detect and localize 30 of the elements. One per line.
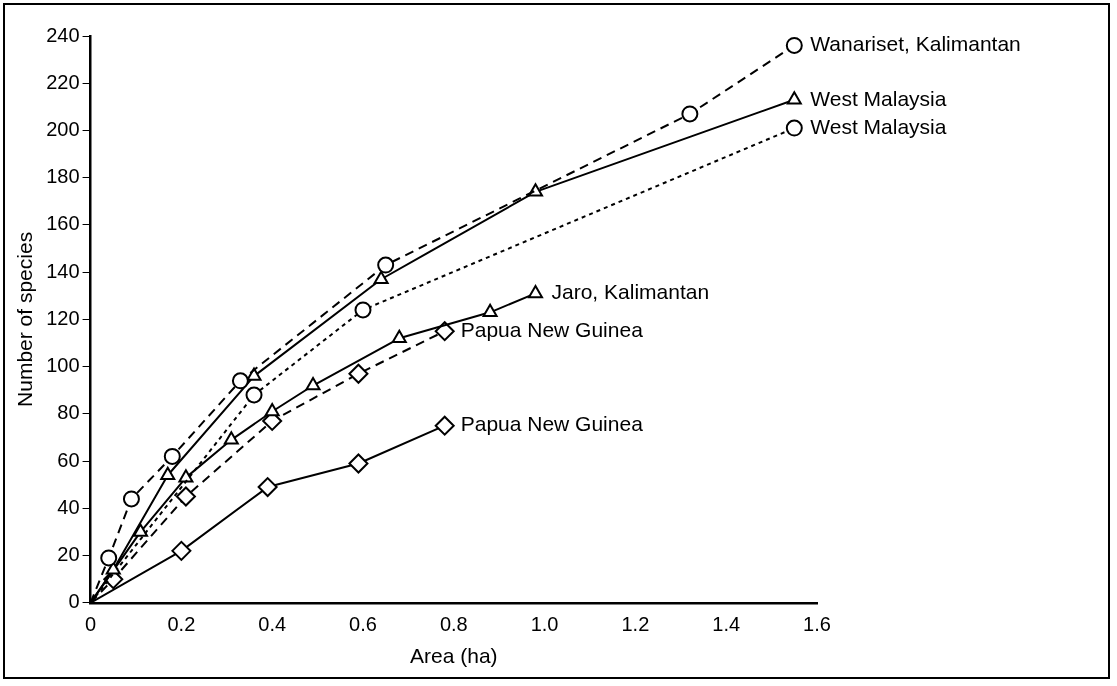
y-tick-label: 20 xyxy=(57,543,80,566)
x-tick-label: 0.4 xyxy=(258,613,287,636)
x-tick-label: 1.6 xyxy=(803,613,831,636)
y-tick-label: 80 xyxy=(57,401,80,424)
x-tick-label: 1.2 xyxy=(621,613,650,636)
y-tick-label: 40 xyxy=(57,495,80,518)
series-label: Wanariset, Kalimantan xyxy=(810,32,1021,56)
y-tick-label: 220 xyxy=(46,70,80,93)
x-tick-label: 0.8 xyxy=(439,613,468,636)
x-tick-label: 0 xyxy=(85,613,97,636)
y-tick-label: 140 xyxy=(46,259,80,282)
x-tick-label: 1.0 xyxy=(530,613,559,636)
y-tick-label: 60 xyxy=(57,448,80,471)
x-tick-label: 1.4 xyxy=(712,613,741,636)
x-tick-label: 0.6 xyxy=(349,613,377,636)
x-axis-title: Area (ha) xyxy=(410,644,498,668)
y-tick-label: 160 xyxy=(46,212,80,235)
series-label: Papua New Guinea xyxy=(460,412,644,436)
y-tick-label: 180 xyxy=(46,165,80,188)
x-tick-label: 0.2 xyxy=(167,613,196,636)
y-tick-label: 240 xyxy=(46,23,80,46)
y-axis-title: Number of species xyxy=(13,231,37,407)
series-label: Papua New Guinea xyxy=(460,318,644,342)
y-tick-label: 120 xyxy=(46,306,80,329)
series-label: West Malaysia xyxy=(810,86,947,110)
series-label: West Malaysia xyxy=(810,114,947,138)
series-label: Jaro, Kalimantan xyxy=(551,280,710,304)
y-tick-label: 100 xyxy=(46,354,80,377)
y-tick-label: 200 xyxy=(46,117,80,140)
y-tick-label: 0 xyxy=(68,590,80,613)
